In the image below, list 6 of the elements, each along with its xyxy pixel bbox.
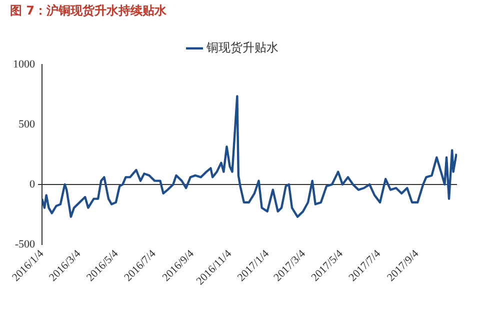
- y-tick-label: 0: [30, 178, 36, 190]
- chart-title: 图 7：沪铜现货升水持续贴水: [10, 3, 168, 18]
- legend-label: 铜现货升贴水: [206, 40, 278, 55]
- y-tick-label: 500: [18, 118, 36, 130]
- y-tick-label: -500: [14, 238, 36, 250]
- y-tick-label: 1000: [13, 58, 36, 70]
